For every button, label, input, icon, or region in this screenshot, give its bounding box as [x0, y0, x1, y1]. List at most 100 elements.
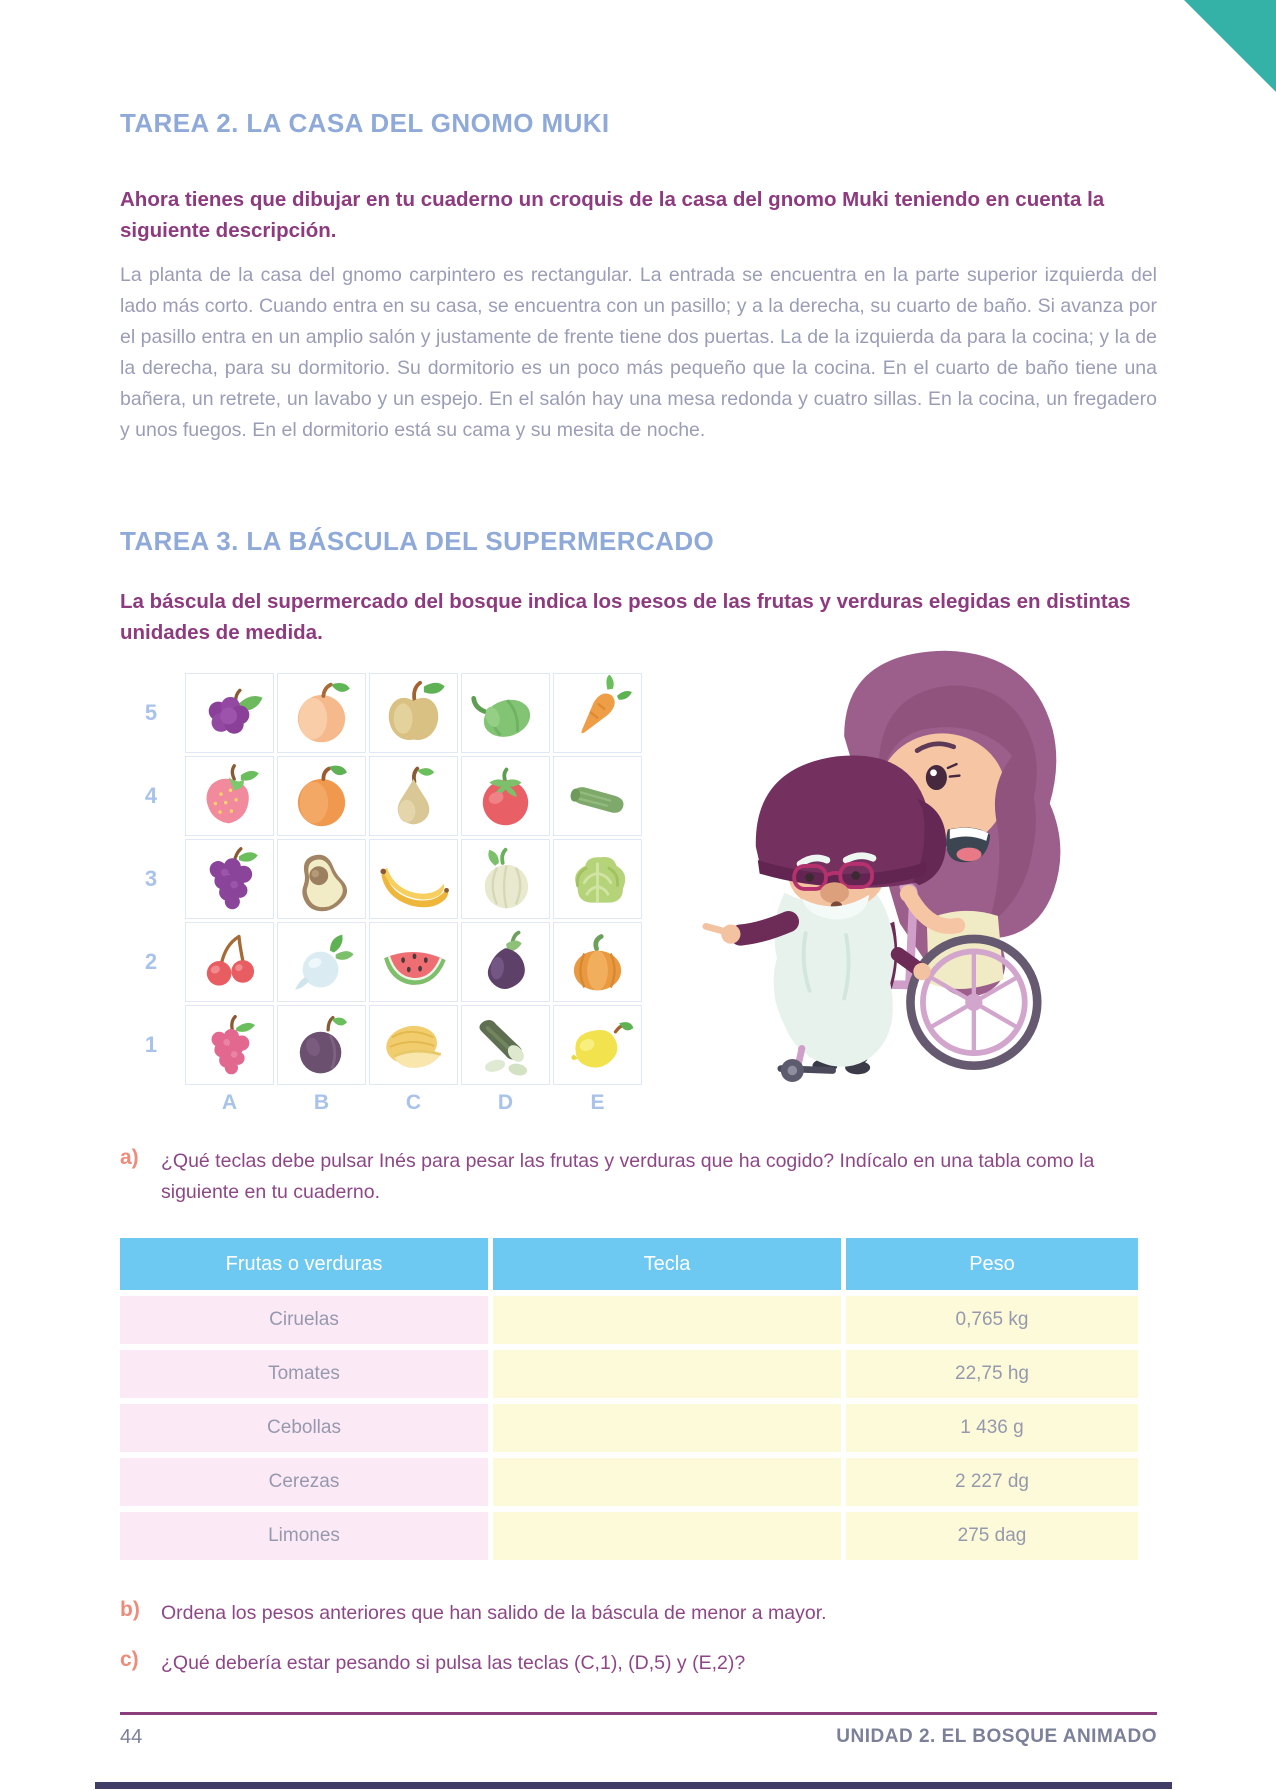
page-bottom-bar — [95, 1782, 1172, 1789]
footer: 44 UNIDAD 2. EL BOSQUE ANIMADO — [120, 1726, 1157, 1749]
cucumber-icon — [570, 787, 624, 813]
grid-cell-cabbage — [553, 839, 642, 919]
grid-cell-lemon — [553, 1005, 642, 1085]
lemon-icon — [571, 1022, 634, 1068]
key-cell — [493, 1350, 841, 1398]
grid-cell-melon — [369, 1005, 458, 1085]
weight-cell: 275 dag — [846, 1512, 1138, 1560]
question-a: a) ¿Qué teclas debe pulsar Inés para pes… — [120, 1146, 1161, 1208]
grid-col-label: E — [590, 1091, 605, 1114]
watermelon-icon — [384, 952, 446, 985]
tarea2-intro: Ahora tienes que dibujar en tu cuaderno … — [120, 188, 1105, 242]
grid-col-label: B — [313, 1091, 330, 1114]
pear-icon — [397, 766, 435, 825]
grid-row-label: 1 — [144, 1032, 158, 1057]
grid-cell-apple — [369, 673, 458, 753]
grid-cell-carrot — [553, 673, 642, 753]
grid-cell-cherries — [185, 922, 274, 1002]
fruit-cell: Tomates — [120, 1350, 488, 1398]
weight-cell: 1 436 g — [846, 1404, 1138, 1452]
question-c-text: ¿Qué debería estar pesando si pulsa las … — [161, 1652, 746, 1674]
grid-cell-onion — [461, 839, 550, 919]
grid-cell-pear — [369, 756, 458, 836]
grid-cell-plum — [277, 1005, 366, 1085]
question-a-letter: a) — [120, 1146, 139, 1169]
fruit-cell: Cebollas — [120, 1404, 488, 1452]
grid-cell-raspberry — [185, 1005, 274, 1085]
key-cell — [493, 1404, 841, 1452]
grid-cell-cucumber — [553, 756, 642, 836]
question-b: b) Ordena los pesos anteriores que han s… — [120, 1598, 1161, 1629]
bascula-grid: 5 4 3 2 1 A B C D E — [120, 673, 642, 1118]
grid-cell-blackberry — [185, 673, 274, 753]
green-pepper-icon — [471, 695, 531, 737]
table-row: Tomates 22,75 hg — [120, 1350, 1138, 1398]
plum-icon — [299, 1015, 347, 1074]
grid-cell-grapes — [185, 839, 274, 919]
peach-icon — [297, 682, 350, 743]
grapes-icon — [209, 847, 258, 910]
grid-row: 3 — [120, 839, 642, 919]
footer-rule — [120, 1712, 1157, 1715]
raspberry-icon — [211, 1015, 255, 1075]
weights-table: Frutas o verduras Tecla Peso Ciruelas 0,765 … — [120, 1238, 1138, 1566]
table-row: Ciruelas 0,765 kg — [120, 1296, 1138, 1344]
page-number: 44 — [120, 1726, 143, 1748]
tarea3-intro: La báscula del supermercado del bosque i… — [120, 590, 1131, 644]
grid-col-label: C — [405, 1091, 422, 1114]
question-a-text: ¿Qué teclas debe pulsar Inés para pesar … — [161, 1150, 1095, 1203]
pumpkin-icon — [573, 934, 622, 991]
grid-row-label: 3 — [144, 866, 158, 891]
table-header-2: Tecla — [493, 1238, 841, 1290]
melon-icon — [386, 1025, 442, 1068]
tarea2-title: TAREA 2. LA CASA DEL GNOMO MUKI — [120, 108, 610, 138]
question-c-letter: c) — [120, 1648, 139, 1671]
apple-icon — [388, 680, 445, 740]
grid-row-label: 5 — [144, 700, 158, 725]
fruit-cell: Cerezas — [120, 1458, 488, 1506]
grid-cell-orange — [277, 756, 366, 836]
weight-cell: 2 227 dg — [846, 1458, 1138, 1506]
tarea2-description: La planta de la casa del gnomo carpinter… — [120, 264, 1157, 441]
strawberry-icon — [206, 764, 259, 824]
table-row: Cebollas 1 436 g — [120, 1404, 1138, 1452]
grid-row: 4 — [120, 756, 642, 836]
table-row: Limones 275 dag — [120, 1512, 1138, 1560]
table-header-row: Frutas o verduras Tecla Peso — [120, 1238, 1138, 1290]
avocado-icon — [302, 854, 348, 912]
table-header-3: Peso — [846, 1238, 1138, 1290]
question-c: c) ¿Qué debería estar pesando si pulsa l… — [120, 1648, 1161, 1679]
grid-cell-tomato — [461, 756, 550, 836]
weight-cell: 0,765 kg — [846, 1296, 1138, 1344]
banana-icon — [380, 867, 449, 908]
grid-cell-pumpkin — [553, 922, 642, 1002]
weight-cell: 22,75 hg — [846, 1350, 1138, 1398]
tarea3-title: TAREA 3. LA BÁSCULA DEL SUPERMERCADO — [120, 526, 715, 556]
grid-row-label: 4 — [144, 783, 158, 808]
table-header-1: Frutas o verduras — [120, 1238, 488, 1290]
grid-cell-watermelon — [369, 922, 458, 1002]
carrot-icon — [581, 675, 632, 734]
unit-title: UNIDAD 2. EL BOSQUE ANIMADO — [836, 1726, 1157, 1747]
cabbage-icon — [575, 856, 626, 904]
key-cell — [493, 1512, 841, 1560]
grid-cell-eggplant — [461, 922, 550, 1002]
grid-cell-strawberry — [185, 756, 274, 836]
grid-col-label: D — [497, 1091, 514, 1114]
grid-col-label: A — [221, 1091, 238, 1114]
ines-pushing-gnome-illustration — [702, 650, 1061, 1082]
grid-cell-zucchini — [461, 1005, 550, 1085]
zucchini-icon — [479, 1020, 528, 1076]
grid-col-labels: A B C D E — [120, 1091, 642, 1115]
corner-decoration — [1184, 0, 1276, 92]
key-cell — [493, 1458, 841, 1506]
grid-row: 5 — [120, 673, 642, 753]
question-b-letter: b) — [120, 1598, 140, 1621]
grid-row: 1 — [120, 1005, 642, 1085]
orange-icon — [297, 765, 347, 827]
tomato-icon — [482, 767, 529, 826]
grid-row: 2 — [120, 922, 642, 1002]
grid-cell-avocado — [277, 839, 366, 919]
table-row: Cerezas 2 227 dg — [120, 1458, 1138, 1506]
grid-corner-spacer — [120, 1091, 182, 1115]
